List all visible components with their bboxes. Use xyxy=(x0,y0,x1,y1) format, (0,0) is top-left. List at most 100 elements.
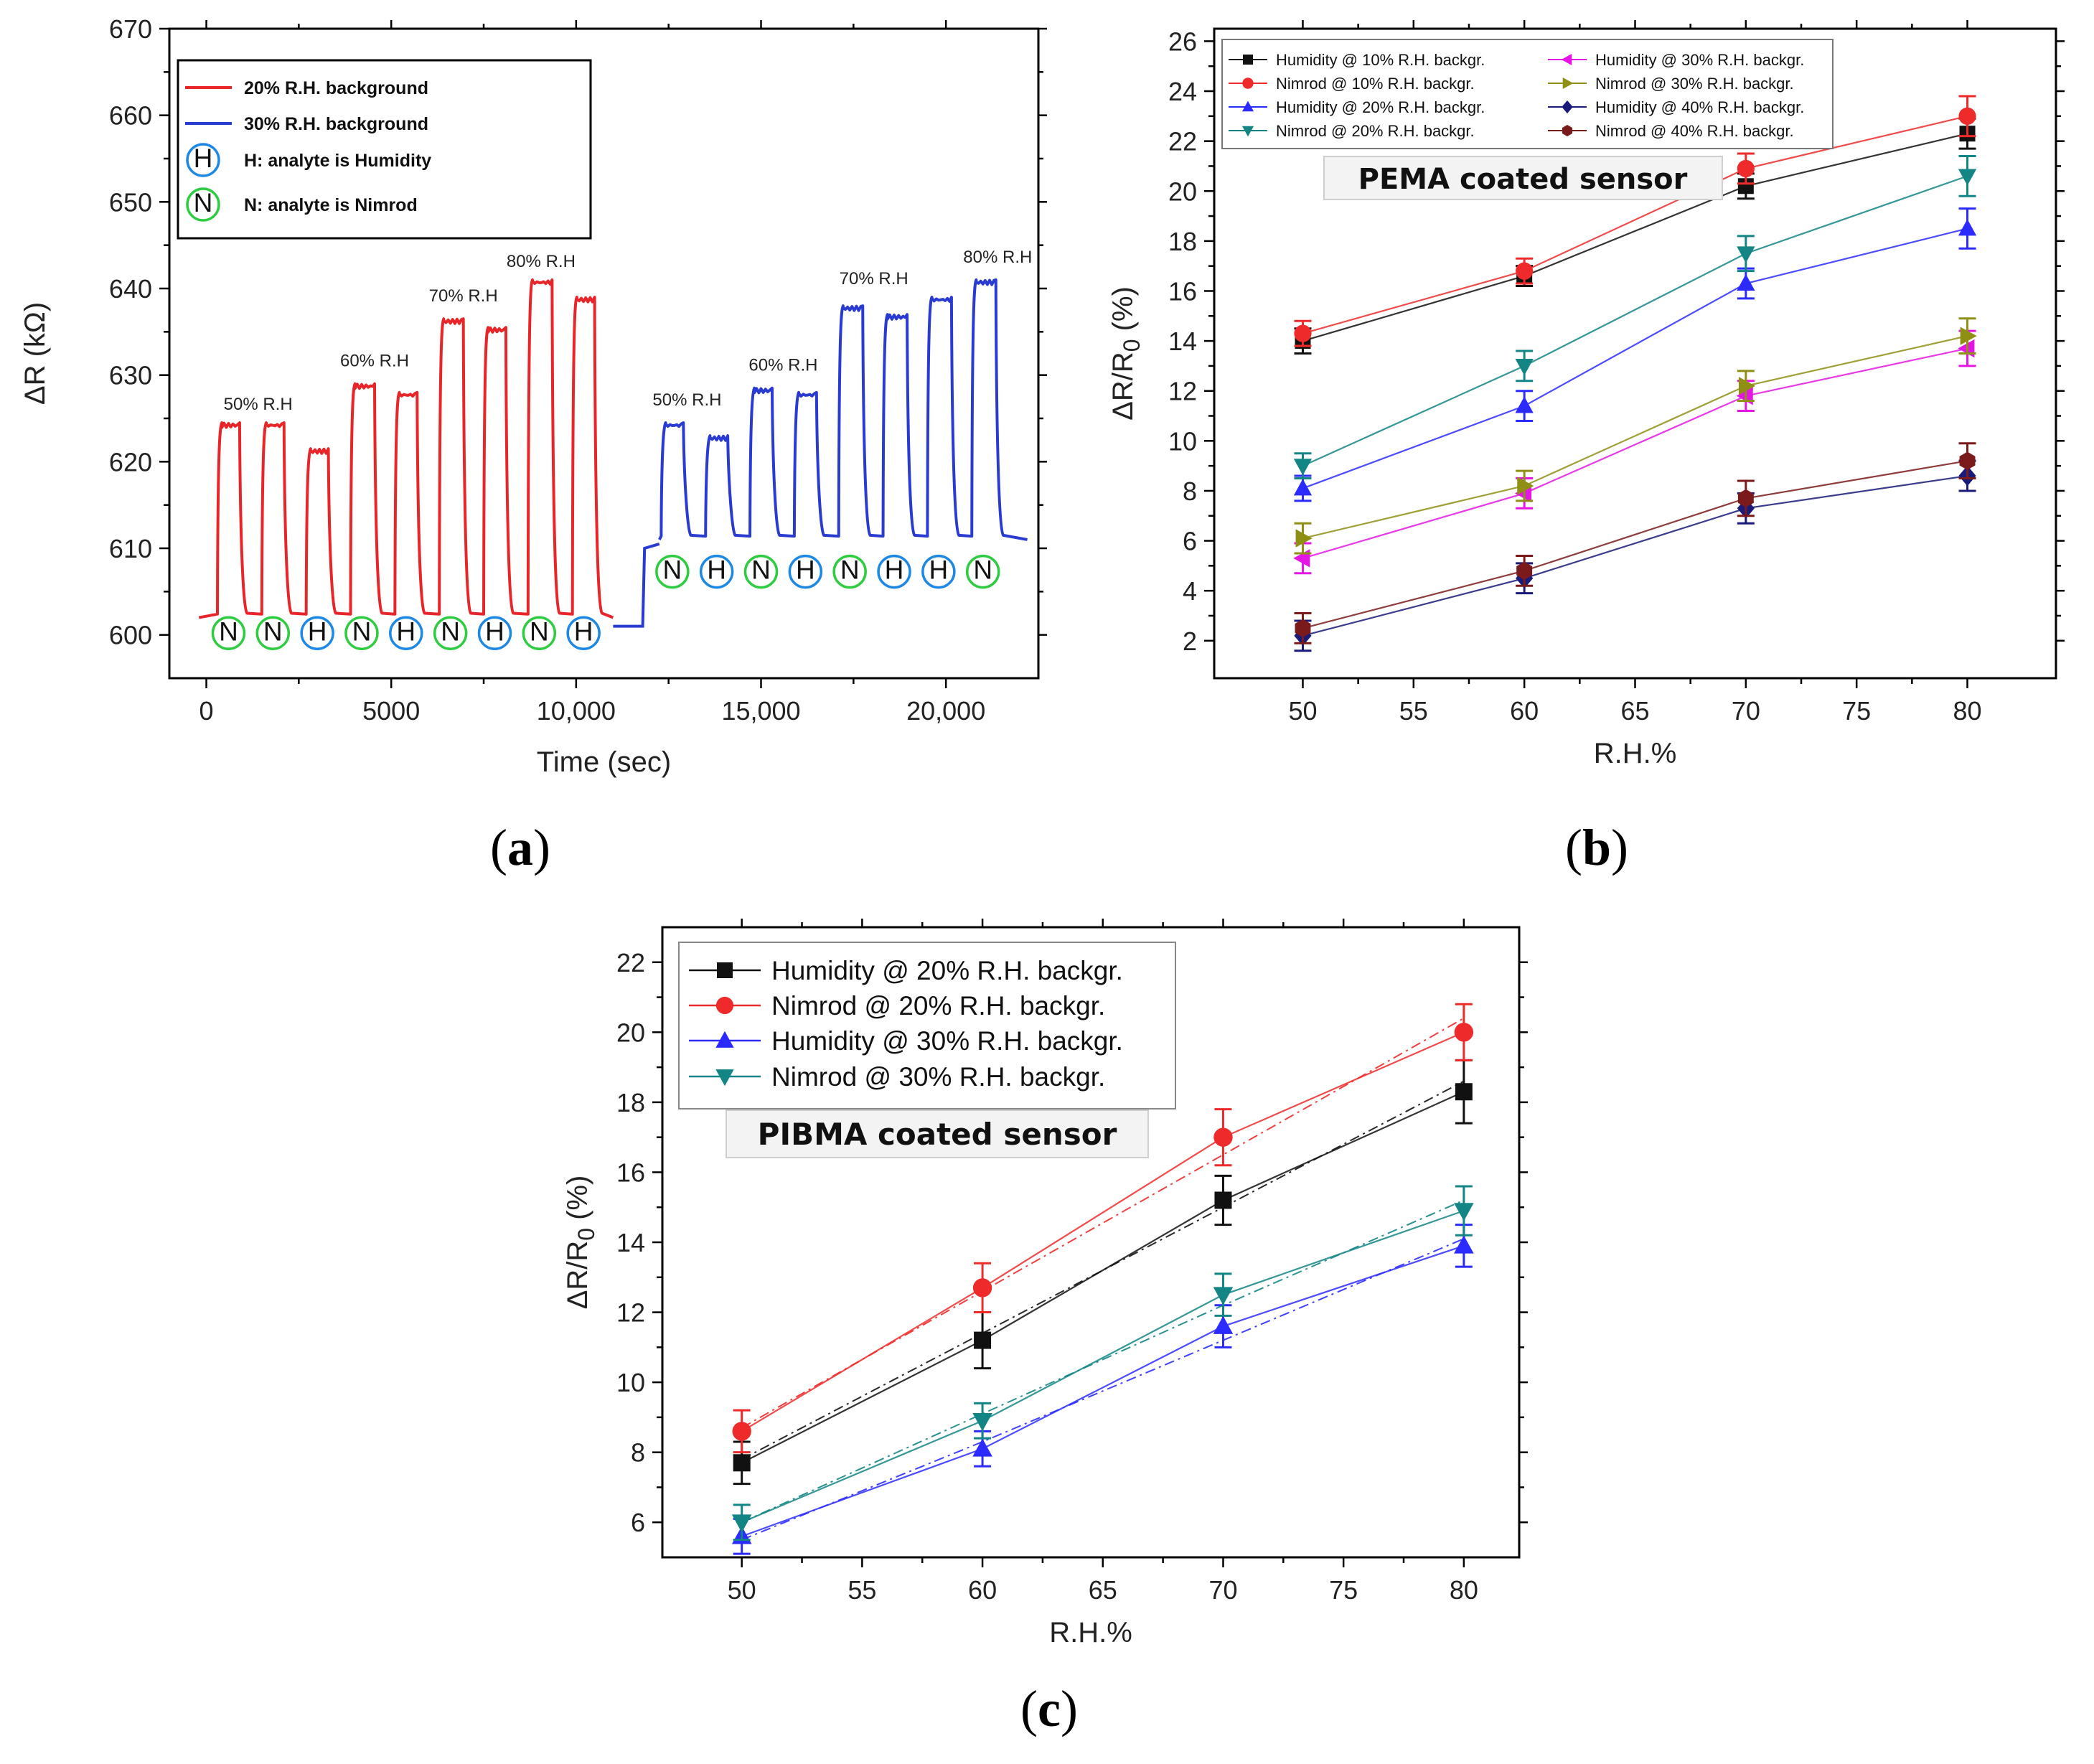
analyte-marker-20rh-letter: N xyxy=(441,616,460,646)
legend-a: 20% R.H. background 30% R.H. background H H… xyxy=(177,59,592,240)
data-point xyxy=(1213,1287,1234,1305)
legend-box xyxy=(678,942,1176,1109)
rh-label: 70% R.H xyxy=(840,269,909,288)
series-line xyxy=(1302,347,1968,559)
analyte-marker-30rh xyxy=(655,554,690,589)
transition-segment xyxy=(613,543,660,628)
x-tick-label: 5000 xyxy=(362,696,420,726)
x-tick-label: 80 xyxy=(1953,696,1982,726)
x-axis-label: R.H.% xyxy=(1594,738,1677,769)
x-tick-label: 80 xyxy=(1450,1575,1478,1605)
analyte-marker-30rh xyxy=(877,554,911,589)
data-point xyxy=(1515,396,1534,413)
rh-label: 50% R.H xyxy=(224,395,293,414)
title-box xyxy=(1323,156,1723,200)
x-axis-label: R.H.% xyxy=(1049,1617,1132,1648)
x-tick-label: 20,000 xyxy=(906,696,985,726)
legend-marker xyxy=(1241,126,1254,137)
series-line xyxy=(741,1031,1465,1432)
y-tick-label: 640 xyxy=(109,274,152,304)
data-point xyxy=(1737,489,1754,508)
data-point xyxy=(1293,459,1313,476)
data-point xyxy=(1738,377,1756,395)
legend-marker xyxy=(1562,77,1574,90)
data-point xyxy=(972,1412,992,1432)
legend-label: Humidity @ 20% R.H. backgr. xyxy=(1276,98,1485,116)
series-1 xyxy=(1294,95,1976,347)
y-tick-label: 610 xyxy=(109,534,152,563)
analyte-marker-20rh xyxy=(389,616,423,651)
data-point xyxy=(1295,619,1311,638)
analyte-marker-20rh xyxy=(477,616,512,651)
y-tick-label: 18 xyxy=(616,1088,645,1117)
y-tick-label: 2 xyxy=(1183,627,1197,656)
legend-circle xyxy=(186,143,220,177)
series-line xyxy=(1302,335,1968,540)
legend-label: Humidity @ 20% R.H. backgr. xyxy=(771,956,1123,985)
data-point xyxy=(1516,561,1533,580)
y-tick-label: 6 xyxy=(1183,527,1197,556)
series-2 xyxy=(1293,207,1977,502)
legend-label: Humidity @ 10% R.H. backgr. xyxy=(1276,51,1485,69)
y-tick-label: 10 xyxy=(1168,426,1197,456)
legend-marker xyxy=(1243,55,1253,65)
analyte-marker-30rh xyxy=(743,554,779,589)
chart-c: 50 55 60 65 70 75 80 6 8 10 12 14 16 18 20 22 R.H.% ΔR/R0… xyxy=(562,919,1528,1648)
series-3 xyxy=(1293,155,1977,480)
y-tick-label: 16 xyxy=(1168,276,1197,306)
data-point xyxy=(1737,178,1754,194)
y-tick-label: 26 xyxy=(1168,27,1197,56)
analyte-marker-20rh-letter: N xyxy=(530,616,549,646)
legend-circle-letter: N xyxy=(194,188,213,217)
analyte-marker-30rh-letter: H xyxy=(929,555,948,585)
data-point xyxy=(1515,359,1534,376)
series-line xyxy=(1302,474,1968,637)
series-line xyxy=(1302,175,1968,467)
analyte-marker-20rh-letter: H xyxy=(396,616,415,646)
data-point xyxy=(732,1422,751,1441)
x-tick-label: 50 xyxy=(1288,696,1317,726)
series-line xyxy=(1302,460,1968,629)
series-2 xyxy=(731,1224,1474,1555)
series-line xyxy=(741,1210,1465,1524)
analyte-marker-30rh-letter: N xyxy=(840,555,860,585)
data-point xyxy=(974,1331,992,1349)
legend-c: Humidity @ 20% R.H. backgr. Nimrod @ 20% … xyxy=(678,942,1176,1109)
rh-label: 70% R.H xyxy=(429,286,498,306)
series-4 xyxy=(1293,329,1976,575)
data-point xyxy=(1293,479,1313,496)
x-tick-label: 75 xyxy=(1842,696,1871,726)
data-point xyxy=(1295,529,1313,548)
fit-line xyxy=(741,1017,1465,1429)
x-tick-label: 15,000 xyxy=(721,696,800,726)
analyte-marker-20rh xyxy=(433,616,468,651)
title-box xyxy=(726,1109,1149,1158)
fit-line xyxy=(741,1199,1465,1524)
analyte-marker-20rh-letter: H xyxy=(574,616,593,646)
data-point xyxy=(972,1438,992,1457)
trace-30rh xyxy=(658,278,1028,541)
legend-box xyxy=(1221,39,1834,149)
legend-label: Nimrod @ 20% R.H. backgr. xyxy=(771,991,1105,1021)
legend-marker xyxy=(715,996,734,1015)
x-tick-label: 70 xyxy=(1208,1575,1237,1605)
y-tick-label: 22 xyxy=(616,948,645,977)
y-axis-label: ΔR (kΩ) xyxy=(19,302,51,405)
y-tick-label: 14 xyxy=(616,1228,645,1257)
y-tick-label: 670 xyxy=(109,14,152,44)
data-point xyxy=(731,1514,752,1533)
y-tick-label: 8 xyxy=(631,1438,645,1468)
legend-label: Nimrod @ 30% R.H. backgr. xyxy=(771,1062,1105,1092)
legend-marker xyxy=(1241,100,1254,112)
y-tick-label: 14 xyxy=(1168,327,1197,356)
legend-label: Nimrod @ 20% R.H. backgr. xyxy=(1276,122,1475,140)
legend-marker xyxy=(1562,124,1572,137)
panel-label-a: (a) xyxy=(490,819,550,876)
legend-circle xyxy=(186,187,220,222)
analyte-marker-20rh xyxy=(522,616,557,651)
y-tick-label: 8 xyxy=(1183,477,1197,506)
series-line xyxy=(1302,133,1968,342)
trace-20rh xyxy=(198,278,614,619)
x-tick-label: 50 xyxy=(728,1575,756,1605)
y-tick-label: 10 xyxy=(616,1368,645,1397)
